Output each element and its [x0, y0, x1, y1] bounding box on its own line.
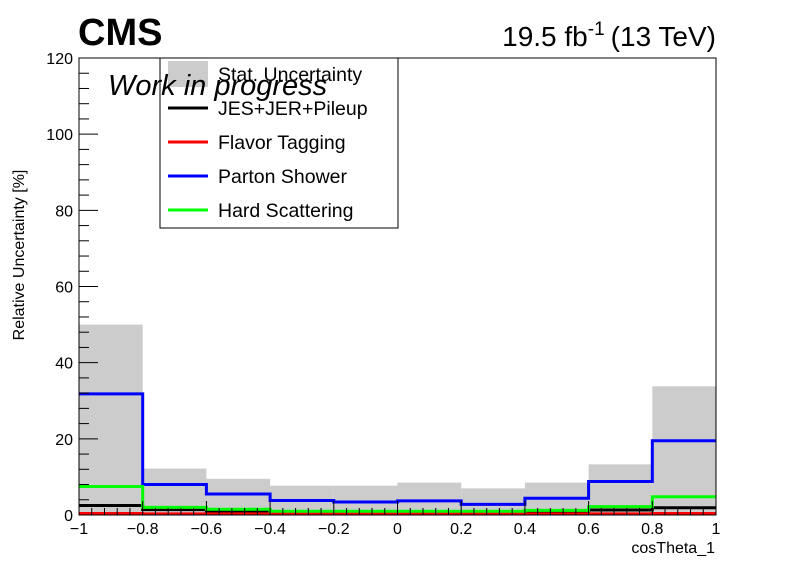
x-tick-label: 0: [393, 521, 402, 538]
y-tick-label: 80: [55, 203, 73, 220]
x-axis: −1 −0.8 −0.6 −0.4 −0.2 0 0.2 0.4 0.6 0.8 1: [70, 501, 721, 538]
y-tick-label: 120: [46, 51, 73, 68]
x-tick-label: −0.4: [254, 521, 286, 538]
legend-label: Stat. Uncertainty: [218, 64, 362, 86]
x-tick-label: 0.6: [577, 521, 599, 538]
y-tick-label: 40: [55, 356, 73, 373]
legend-label: Hard Scattering: [218, 200, 353, 222]
status-label: Work in progress: [108, 70, 327, 102]
legend: Stat. Uncertainty JES+JER+Pileup Flavor Ta…: [159, 57, 399, 229]
stat-uncertainty-bar: [79, 324, 143, 515]
x-axis-label: cosTheta_1: [631, 540, 715, 557]
legend-swatch: [168, 61, 208, 87]
y-tick-label: 60: [55, 280, 73, 297]
x-tick-label: −0.8: [127, 521, 159, 538]
luminosity-label: 19.5 fb-1 (13 TeV): [502, 19, 716, 52]
experiment-label: CMS: [78, 12, 162, 54]
stat-uncertainty-bar: [397, 482, 462, 515]
y-tick-label: 20: [55, 432, 73, 449]
x-tick-label: 1: [712, 521, 721, 538]
x-tick-label: 0.2: [450, 521, 472, 538]
legend-label: JES+JER+Pileup: [218, 98, 368, 120]
y-tick-label: 0: [64, 508, 73, 525]
x-tick-label: 0.4: [514, 521, 536, 538]
y-tick-label: 100: [46, 127, 73, 144]
y-axis: 0 20 40 60 80 100 120: [46, 51, 98, 525]
stat-uncertainty-bar: [652, 386, 716, 515]
y-axis-label: Relative Uncertainty [%]: [11, 170, 28, 341]
x-tick-label: −0.6: [191, 521, 223, 538]
x-tick-label: −1: [70, 521, 88, 538]
legend-label: Flavor Tagging: [218, 132, 346, 154]
x-tick-label: −0.2: [318, 521, 350, 538]
x-tick-label: 0.8: [641, 521, 663, 538]
legend-label: Parton Shower: [218, 166, 347, 188]
stat-uncertainty-fills: [79, 324, 716, 515]
